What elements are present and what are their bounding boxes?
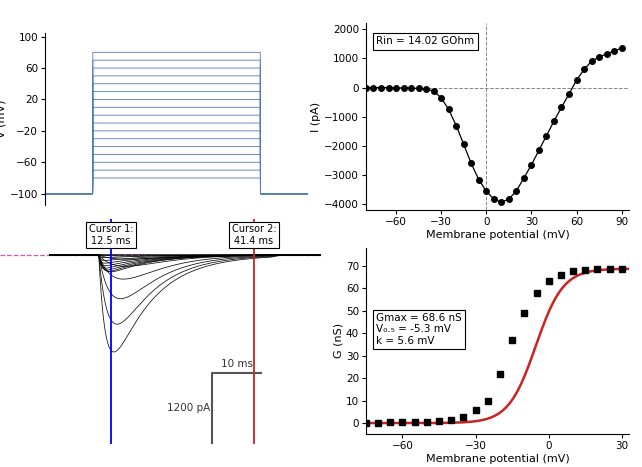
Text: Gmax = 68.6 nS
V₀.₅ = -5.3 mV
k = 5.6 mV: Gmax = 68.6 nS V₀.₅ = -5.3 mV k = 5.6 mV <box>376 313 462 346</box>
Text: Cursor 1:
12.5 ms: Cursor 1: 12.5 ms <box>89 224 134 246</box>
X-axis label: Membrane potential (mV): Membrane potential (mV) <box>426 454 569 464</box>
Text: 1200 pA: 1200 pA <box>167 403 210 413</box>
Text: Cursor 2:
41.4 ms: Cursor 2: 41.4 ms <box>232 224 276 246</box>
Y-axis label: V (mV): V (mV) <box>0 100 7 138</box>
Y-axis label: I (pA): I (pA) <box>311 102 322 132</box>
X-axis label: Membrane potential (mV): Membrane potential (mV) <box>426 230 569 240</box>
Text: Rin = 14.02 GOhm: Rin = 14.02 GOhm <box>376 36 474 46</box>
Text: 10 ms: 10 ms <box>221 359 253 369</box>
Y-axis label: G (nS): G (nS) <box>333 323 343 359</box>
